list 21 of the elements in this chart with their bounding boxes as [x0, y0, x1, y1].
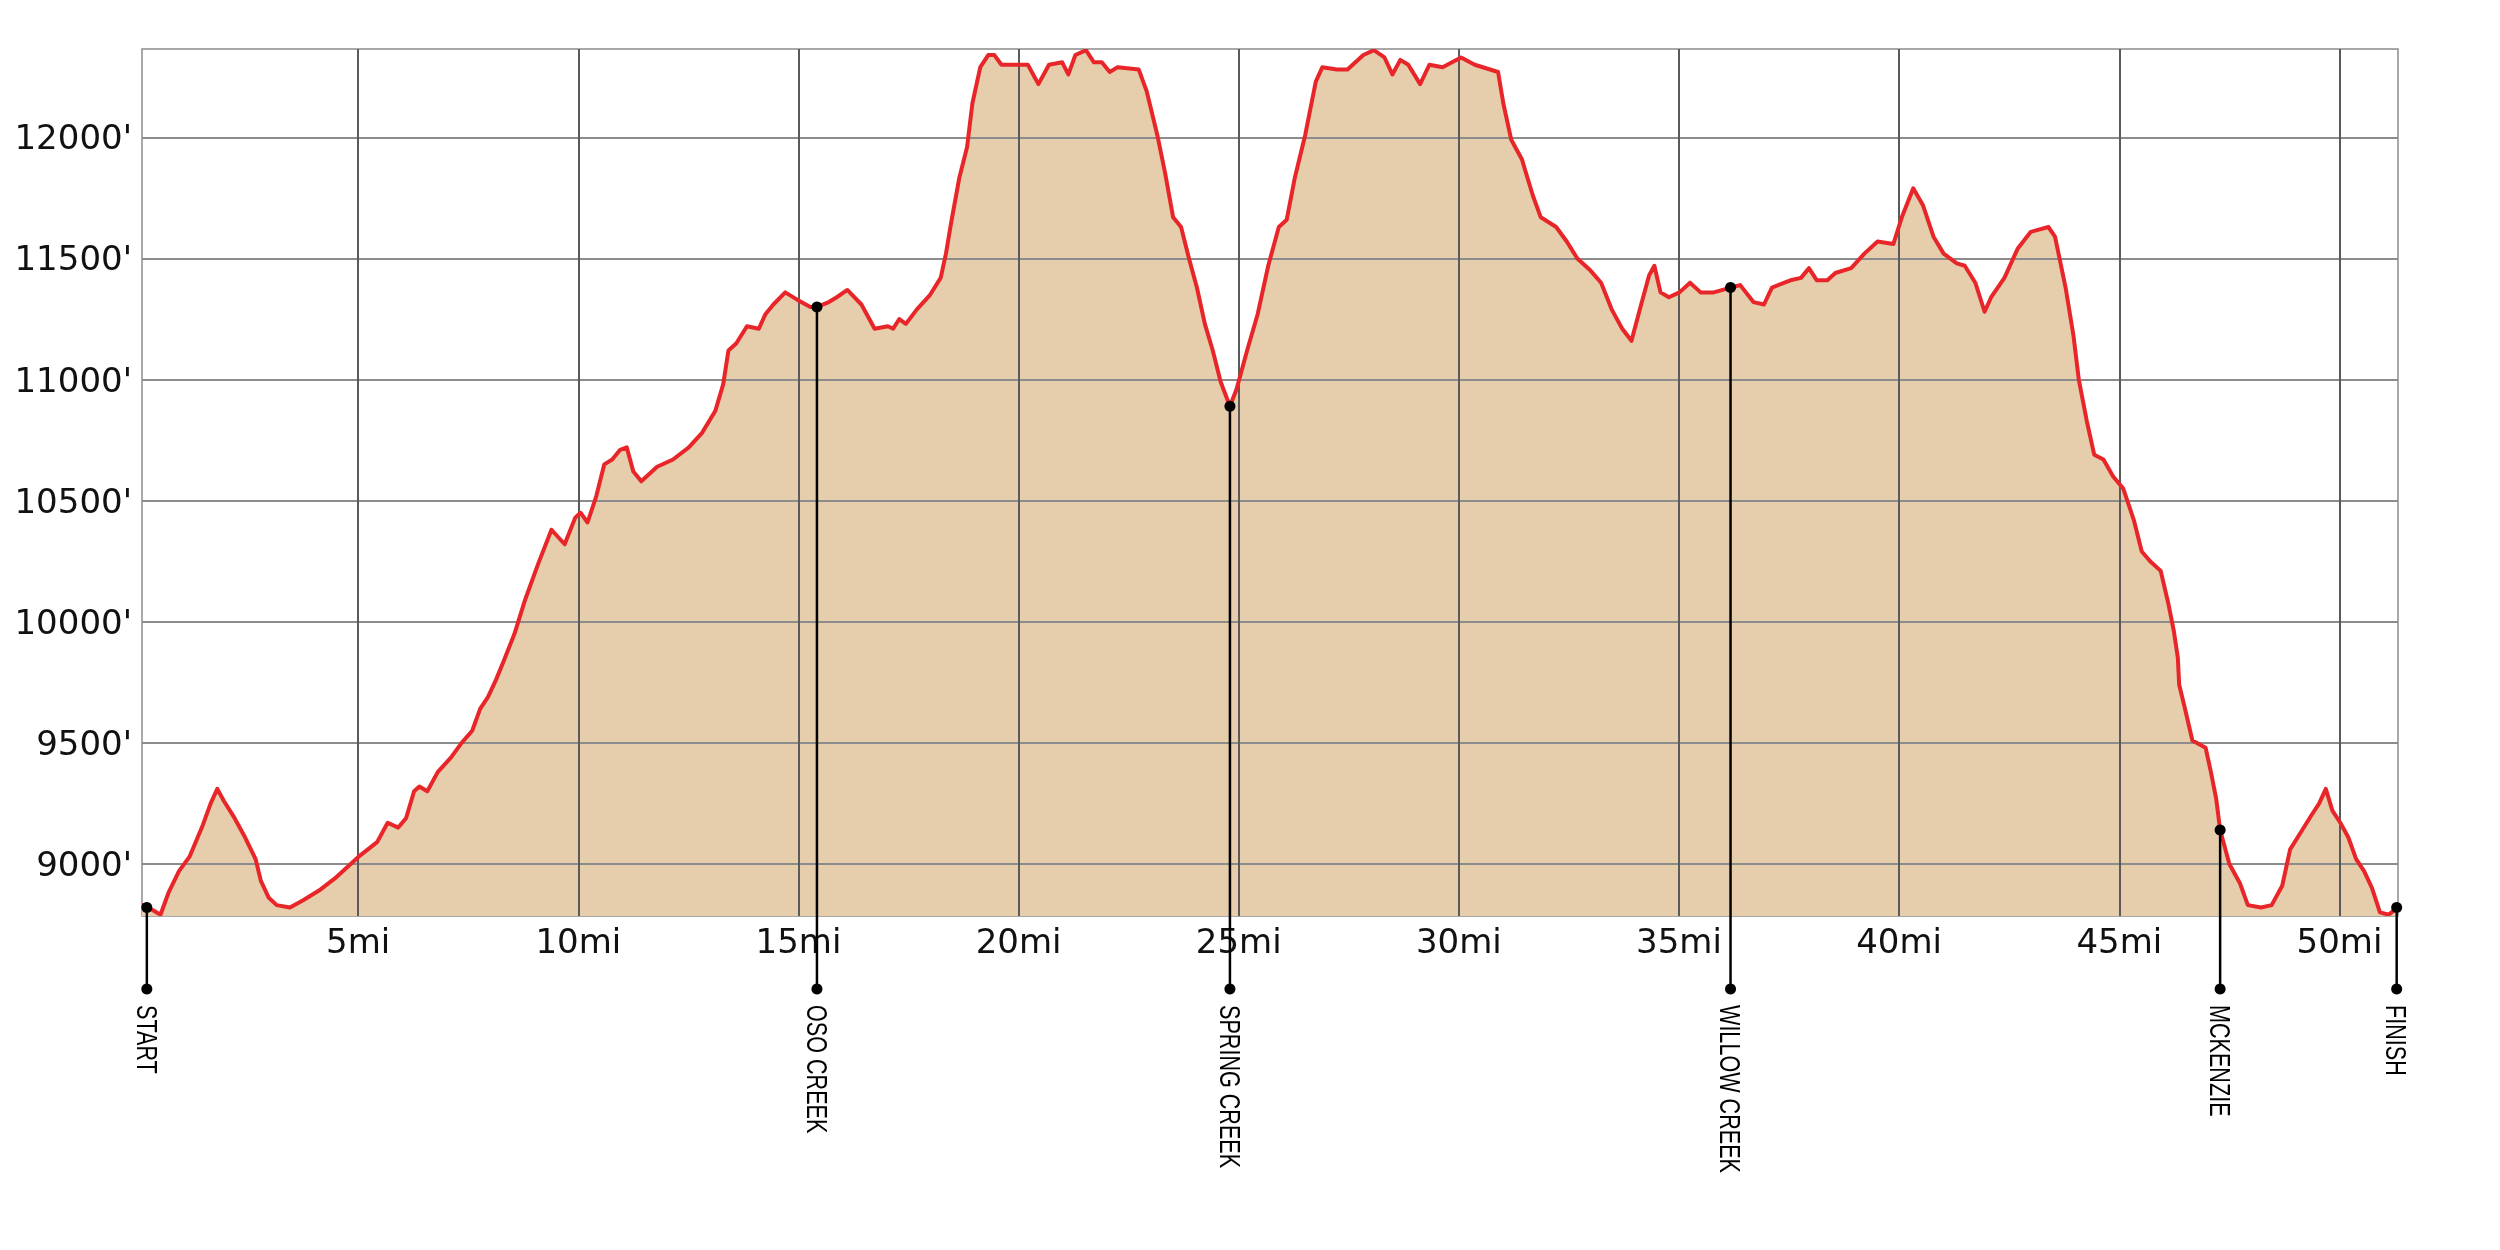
y-tick-label: 11000' — [14, 359, 132, 400]
x-tick-label: 35mi — [1636, 921, 1722, 961]
x-tick-label: 20mi — [975, 921, 1062, 961]
y-tick-label: 10500' — [14, 480, 132, 521]
y-tick-label: 9500' — [36, 722, 132, 763]
x-tick-label: 10mi — [535, 921, 622, 961]
y-tick-label: 10000' — [14, 601, 132, 642]
x-tick-label: 50mi — [2296, 921, 2383, 961]
annotation: SPRING CREEK — [1212, 1005, 1248, 1169]
annotation: WILLOW CREEK — [1713, 1005, 1748, 1174]
annotation: START — [129, 1005, 165, 1074]
x-tick-label: 45mi — [2076, 921, 2163, 961]
annotation: MCKENZIE — [2202, 1005, 2238, 1117]
annotation: OSO CREEK — [799, 1005, 835, 1134]
y-tick-label: 11500' — [14, 238, 132, 279]
x-tick-label: 30mi — [1415, 921, 1502, 961]
y-tick-label: 9000' — [36, 843, 132, 884]
x-tick-label: 40mi — [1856, 921, 1943, 961]
x-tick-label: 5mi — [326, 921, 391, 961]
y-tick-label: 12000' — [14, 117, 132, 158]
annotation: FINISH — [2379, 1005, 2414, 1076]
